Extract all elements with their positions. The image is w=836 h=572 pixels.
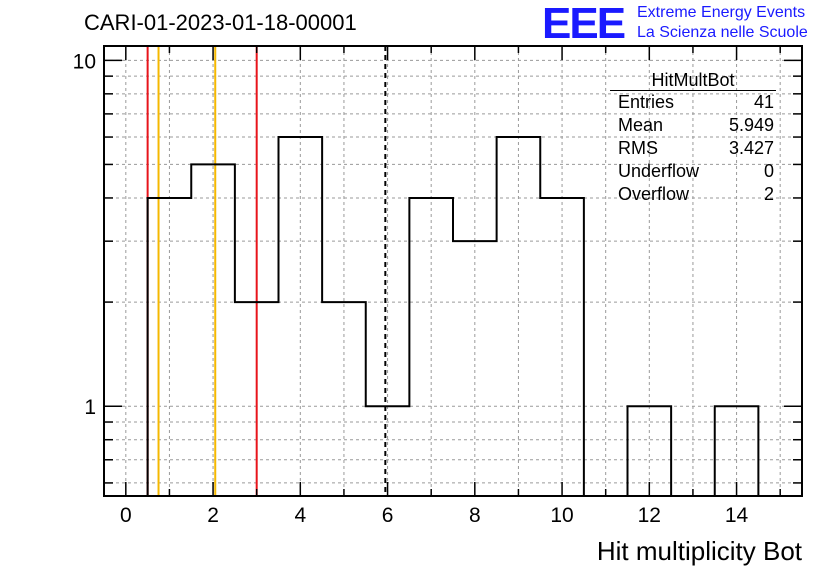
page-title: CARI-01-2023-01-18-00001 xyxy=(84,10,357,35)
x-tick-label: 12 xyxy=(638,504,661,527)
x-tick-label: 14 xyxy=(725,504,749,527)
stats-box: HitMultBot Entries 41 Mean 5.949 RMS 3.427 … xyxy=(610,70,776,206)
x-tick-label: 2 xyxy=(207,504,219,527)
stats-value: 0 xyxy=(763,161,774,181)
grid-lines xyxy=(104,46,802,496)
x-tick-label: 4 xyxy=(294,504,306,527)
stats-row: RMS 3.427 xyxy=(610,137,776,160)
stats-row: Mean 5.949 xyxy=(610,114,776,137)
x-axis-label: Hit multiplicity Bot xyxy=(596,536,802,566)
stats-value: 41 xyxy=(753,92,774,112)
stats-label: Overflow xyxy=(618,184,690,204)
stats-row: Overflow 2 xyxy=(610,183,776,206)
histogram-outline xyxy=(104,136,802,497)
y-tick-label: 1 xyxy=(84,396,96,419)
histogram-bars xyxy=(104,136,802,497)
x-tick-label: 10 xyxy=(550,504,573,527)
stats-value: 2 xyxy=(763,184,774,204)
stats-label: Underflow xyxy=(618,161,700,181)
stats-row: Entries 41 xyxy=(610,91,776,114)
x-tick-label: 6 xyxy=(382,504,394,527)
stats-label: Mean xyxy=(618,115,664,135)
histogram-bar xyxy=(453,241,497,496)
stats-value: 5.949 xyxy=(728,115,774,135)
logo-line-2: La Scienza nelle Scuole xyxy=(637,24,808,41)
eee-logo: EEE xyxy=(542,0,626,48)
y-tick-label: 10 xyxy=(73,50,96,73)
x-tick-label: 8 xyxy=(469,504,481,527)
stats-label: Entries xyxy=(618,92,675,112)
stats-label: RMS xyxy=(618,138,658,158)
logo-caption: Extreme Energy Events La Scienza nelle S… xyxy=(637,3,808,43)
stats-value: 3.427 xyxy=(728,138,774,158)
logo-line-1: Extreme Energy Events xyxy=(637,4,806,21)
plot-frame xyxy=(103,45,803,497)
stats-title: HitMultBot xyxy=(610,70,776,91)
x-tick-label: 0 xyxy=(120,504,132,527)
stats-row: Underflow 0 xyxy=(610,160,776,183)
